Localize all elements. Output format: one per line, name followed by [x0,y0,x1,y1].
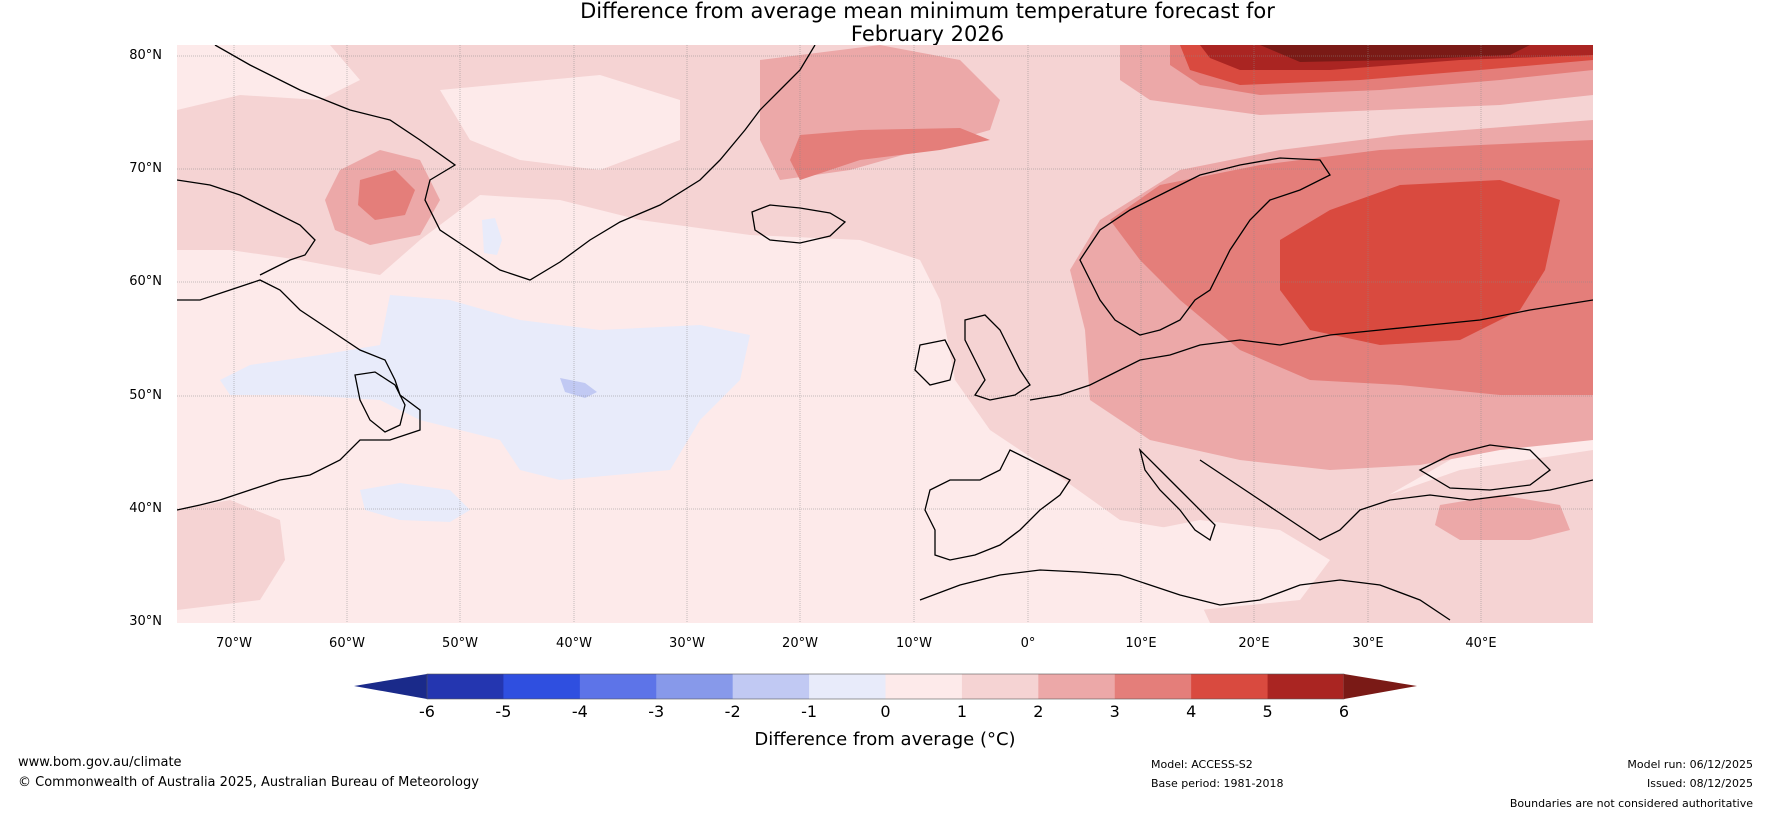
labrador-coast [177,279,421,511]
lon-label-10w: 10°W [896,636,932,651]
anomaly-region-2-3-turkey [1435,495,1570,540]
lon-label-20e: 20°E [1238,636,1270,651]
italy-coast [1138,447,1216,542]
iberia-coast [924,449,1071,561]
footer-issued: Issued: 08/12/2025 [1646,777,1753,790]
title-line-2: February 2026 [850,22,1005,46]
anomaly-region-neg-1-0-small [360,483,470,522]
lat-label-70n: 70°N [129,161,162,176]
colorbar-segment [732,674,810,699]
colorbar-tick-label: 3 [1109,702,1120,721]
title-line-1: Difference from average mean minimum tem… [580,0,1275,23]
colorbar-segment [427,674,504,699]
colorbar-segment [503,674,581,699]
colorbar-segment [885,674,963,699]
colorbar-segments [426,673,1345,700]
graticule [177,45,1593,623]
lon-label-0: 0° [1020,636,1036,651]
lon-label-60w: 60°W [329,636,365,651]
colorbar-tick-label: 4 [1186,702,1197,721]
lat-label-60n: 60°N [129,274,162,289]
footer-url[interactable]: www.bom.gov.au/climate [18,755,182,770]
map-title: Difference from average mean minimum tem… [0,0,1770,46]
europe-mainland-coast [1029,299,1593,401]
newfoundland-coast [354,371,406,433]
colorbar-over-triangle [1344,674,1417,699]
lon-label-30w: 30°W [669,636,705,651]
scandinavia-coast [1079,157,1331,336]
colorbar-tick-label: 2 [1033,702,1044,721]
colorbar-segment [579,674,657,699]
colorbar-tick-label: 6 [1338,702,1350,721]
anomaly-region-3-4-baffin [358,170,415,220]
anomaly-region-0-1-patch [440,75,680,170]
lat-label-40n: 40°N [129,501,162,516]
colorbar-segment [1267,674,1345,699]
colorbar-segment [1114,674,1192,699]
colorbar-tick-label: 5 [1262,702,1273,721]
north-africa-coast [919,569,1451,621]
footer-model-run: Model run: 06/12/2025 [1627,758,1753,771]
lon-label-40w: 40°W [556,636,592,651]
lon-label-30e: 30°E [1352,636,1384,651]
canada-baffin-coast [177,179,316,276]
colorbar-segment [656,674,734,699]
balkans-coast [1199,459,1593,541]
coastlines [177,45,1593,621]
colorbar-label: Difference from average (°C) [754,729,1016,750]
colorbar-segment [1191,674,1269,699]
lon-label-40e: 40°E [1465,636,1497,651]
anomaly-region-over-6-arctic [1260,45,1530,62]
anomaly-region-0-1-baffin [177,45,360,110]
lon-label-70w: 70°W [216,636,252,651]
anomaly-region-4-5-scandinavia [1280,180,1560,345]
colorbar-tick-label: -2 [724,702,741,721]
footer-copyright: © Commonwealth of Australia 2025, Austra… [18,775,479,790]
greenland-coast [214,45,816,281]
lat-label-80n: 80°N [129,48,162,63]
colorbar-tick-label: -4 [571,702,588,721]
colorbar-tick-label: -6 [419,702,435,721]
lat-label-50n: 50°N [129,388,162,403]
colorbar [354,673,1417,700]
colorbar-segment [809,674,886,699]
anomaly-region-1-2-west [177,500,285,610]
footer-model: Model: ACCESS-S2 [1151,758,1253,771]
anomaly-region-neg-1-0-atlantic [220,295,750,480]
iceland-coast [751,204,847,244]
lat-label-30n: 30°N [129,614,162,629]
colorbar-tick-label: 0 [880,702,891,721]
black-sea-coast [1418,444,1551,491]
lon-label-20w: 20°W [782,636,818,651]
colorbar-segment [1038,674,1116,699]
colorbar-tick-label: -1 [801,702,818,721]
ireland-coast [914,339,956,386]
colorbar-tick-label: -5 [495,702,512,721]
footer-base-period: Base period: 1981-2018 [1151,777,1284,790]
colorbar-segment [961,674,1039,699]
colorbar-under-triangle [354,674,427,699]
map-area [177,45,1593,623]
lon-label-10e: 10°E [1125,636,1157,651]
footer-disclaimer: Boundaries are not considered authoritat… [1509,797,1753,810]
britain-coast [964,314,1031,401]
lon-label-50w: 50°W [442,636,478,651]
colorbar-tick-label: -3 [648,702,665,721]
anomaly-region-3-4-greenland-sea [790,128,990,180]
colorbar-tick-label: 1 [956,702,967,721]
anomaly-region-neg-1-0-greenland [482,218,502,255]
anomaly-region-neg-2-1-spot [560,378,597,398]
